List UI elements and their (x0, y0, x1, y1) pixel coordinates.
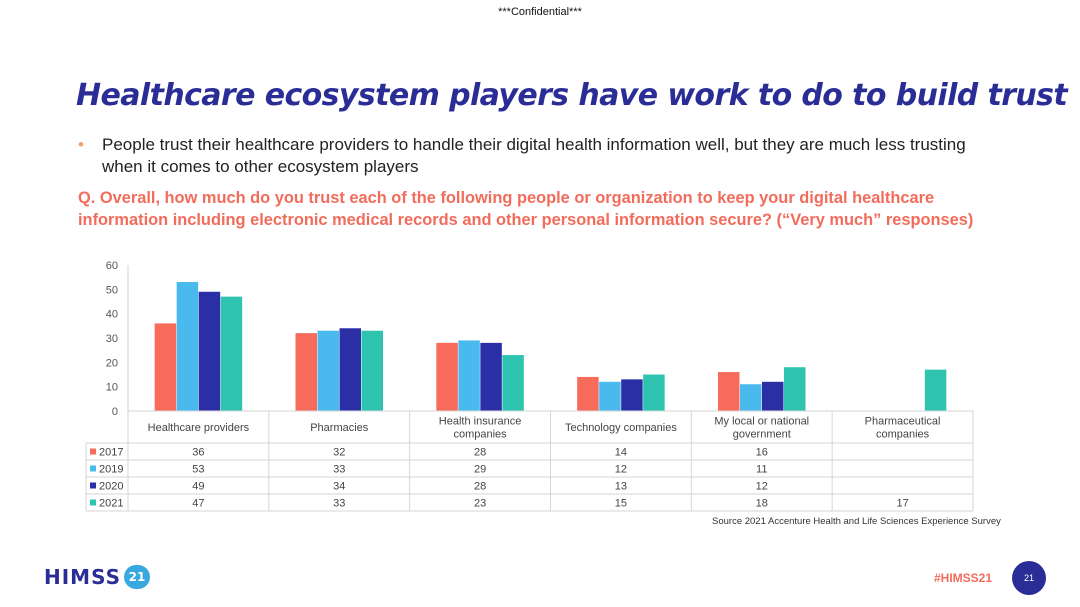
survey-question: Q. Overall, how much do you trust each o… (78, 189, 974, 229)
bar-2021-1 (361, 330, 383, 411)
bar-2020-1 (339, 328, 361, 411)
y-tick-label: 0 (112, 406, 118, 418)
data-label: 49 (192, 481, 204, 493)
category-label: Technology companies (565, 422, 677, 434)
data-label: 11 (756, 464, 767, 476)
y-tick-label: 20 (106, 357, 118, 369)
y-tick-label: 60 (106, 260, 118, 272)
y-tick-label: 30 (106, 333, 118, 345)
category-label: Healthcare providers (148, 422, 250, 434)
data-label: 32 (333, 447, 345, 459)
category-label: Pharmacies (310, 422, 369, 434)
logo-text: HIMSS (44, 565, 121, 589)
bar-2021-0 (220, 296, 243, 411)
data-label: 13 (615, 481, 627, 493)
data-label: 23 (474, 498, 486, 510)
legend-label-2017: 2017 (99, 447, 123, 459)
confidential-label: ***Confidential*** (498, 6, 582, 18)
bar-2020-3 (621, 379, 643, 411)
legend-label-2019: 2019 (99, 464, 123, 476)
bullet-text: People trust their healthcare providers … (102, 135, 966, 176)
data-label: 33 (333, 464, 345, 476)
bar-2017-3 (577, 376, 599, 411)
legend-swatch-2017 (90, 448, 96, 455)
data-label: 28 (474, 447, 486, 459)
legend-swatch-2020 (90, 482, 96, 489)
data-label: 12 (756, 481, 768, 493)
y-tick-label: 50 (106, 284, 118, 296)
category-label: Pharmaceutical (865, 416, 941, 428)
bullet-point: • People trust their healthcare provider… (78, 134, 978, 178)
bar-2017-2 (436, 342, 458, 411)
legend-label-2020: 2020 (99, 481, 123, 493)
bar-2020-4 (762, 381, 784, 411)
himss-logo: HIMSS 21 (44, 563, 150, 591)
bar-2019-0 (176, 282, 199, 411)
legend-swatch-2021 (90, 499, 96, 506)
slide-title: Healthcare ecosystem players have work t… (76, 78, 1068, 113)
y-tick-label: 10 (106, 382, 118, 394)
source-note: Source 2021 Accenture Health and Life Sc… (712, 516, 1001, 527)
bar-2020-0 (198, 291, 221, 411)
bullet-dot-icon: • (78, 135, 84, 154)
bar-2017-0 (154, 323, 177, 411)
bar-2017-4 (718, 372, 740, 411)
category-label: companies (453, 429, 507, 441)
bar-2021-3 (643, 374, 665, 411)
page-number-badge: 21 (1012, 561, 1046, 595)
data-label: 53 (192, 464, 204, 476)
bar-2017-1 (295, 333, 317, 411)
bar-2019-1 (317, 330, 339, 411)
legend-label-2021: 2021 (99, 498, 123, 510)
y-tick-label: 40 (106, 309, 118, 321)
bar-2021-2 (502, 355, 524, 411)
data-label: 17 (896, 498, 908, 510)
data-label: 47 (192, 498, 204, 510)
data-label: 33 (333, 498, 345, 510)
data-label: 29 (474, 464, 486, 476)
data-label: 36 (192, 447, 204, 459)
data-label: 28 (474, 481, 486, 493)
bar-2019-4 (740, 384, 762, 411)
data-label: 12 (615, 464, 627, 476)
data-label: 18 (756, 498, 768, 510)
category-label: companies (876, 429, 930, 441)
data-label: 15 (615, 498, 627, 510)
hashtag: #HIMSS21 (934, 571, 993, 585)
bar-2021-5 (924, 369, 947, 411)
data-label: 34 (333, 481, 345, 493)
bar-2021-4 (784, 367, 806, 411)
logo-badge: 21 (124, 565, 150, 589)
bar-2019-3 (599, 381, 621, 411)
bar-2020-2 (480, 342, 502, 411)
bar-2019-2 (458, 340, 480, 411)
category-label: government (733, 429, 791, 441)
category-label: My local or national (714, 416, 809, 428)
legend-swatch-2019 (90, 465, 96, 472)
category-label: Health insurance (439, 416, 522, 428)
data-label: 14 (615, 447, 627, 459)
data-label: 16 (756, 447, 768, 459)
